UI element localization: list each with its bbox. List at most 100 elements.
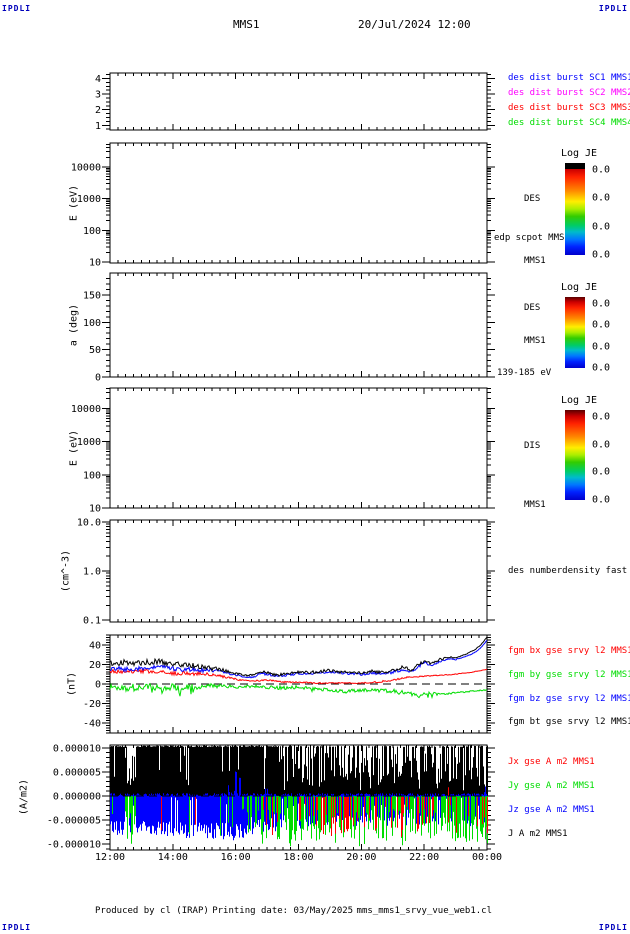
footer: Produced by cl (IRAP) Printing date: 03/… [95, 906, 492, 916]
y-tick-label: 0 [95, 373, 101, 384]
side-label: Jz gse A m2 MMS1 [508, 805, 595, 815]
colorbar-tick-label: 0.0 [592, 298, 611, 310]
density-panel: 0.1 1.0 10.0 [77, 517, 495, 627]
footer-filename: mms_mms1_srvy_vue_web1.cl [356, 906, 492, 916]
y-tick-label: -40 [83, 719, 101, 730]
des-espec-panel: 10 100 1000 10000 [71, 142, 495, 269]
colorbar [565, 410, 585, 500]
side-label: des dist burst SC3 MMS3 [508, 103, 630, 113]
side-label: fgm by gse srvy l2 MMS1 [508, 670, 630, 680]
side-label: Jy gse A m2 MMS1 [508, 781, 595, 791]
side-label: Jx gse A m2 MMS1 [508, 757, 595, 767]
y-tick-label: 10 [89, 258, 101, 269]
y-tick-label: 40 [89, 640, 101, 651]
side-label: MMS1 [524, 336, 546, 346]
y-axis-unit-label: (cm^-3) [60, 549, 72, 593]
y-tick-label: 2 [95, 105, 101, 116]
dis-espec-panel: 10 100 1000 10000 [71, 387, 495, 515]
y-tick-label: 100 [83, 226, 101, 237]
side-label: fgm bx gse srvy l2 MMS1 [508, 646, 630, 656]
side-label: fgm bt gse srvy l2 MMS1 [508, 717, 630, 727]
side-label: des dist burst SC2 MMS2 [508, 88, 630, 98]
y-axis-unit-label: E (eV) [68, 184, 80, 222]
footer-printing-date: Printing date: 03/May/2025 [212, 906, 354, 916]
side-label: edp scpot MMS1 [494, 233, 570, 243]
colorbar-title: Log JE [560, 395, 598, 406]
y-tick-label: 100 [83, 470, 101, 481]
y-axis-unit-label: E (eV) [68, 429, 80, 467]
colorbar-tick-label: 0.0 [592, 221, 611, 233]
side-label: des dist burst SC1 MMS1 [508, 73, 630, 83]
x-tick-label: 18:00 [283, 852, 314, 863]
colorbar-tick-label: 0.0 [592, 249, 611, 261]
side-label: J A m2 MMS1 [508, 829, 568, 839]
y-tick-label: 50 [89, 345, 101, 356]
watermark-bottom-right: IPDLI [598, 923, 628, 932]
x-tick-label: 16:00 [220, 852, 251, 863]
side-label: DES [524, 194, 541, 204]
colorbar-tick-label: 0.0 [592, 494, 611, 506]
y-tick-label: 1000 [77, 194, 101, 205]
footer-produced-by: Produced by cl (IRAP) [95, 906, 209, 916]
side-label: MMS1 [524, 500, 546, 510]
colorbar-tick-label: 0.0 [592, 466, 611, 478]
y-tick-label: 150 [83, 290, 101, 301]
bt-trace [110, 636, 488, 677]
side-label: MMS1 [524, 256, 546, 266]
y-tick-label: 0 [95, 680, 101, 691]
plot-datetime: 20/Jul/2024 12:00 [358, 18, 471, 31]
y-tick-label: -0.000005 [47, 816, 101, 827]
side-label: des numberdensity fast M [508, 566, 630, 576]
colorbar-tick-label: 0.0 [592, 164, 611, 176]
colorbar-title: Log JE [560, 282, 598, 293]
y-tick-label: 0.000005 [53, 767, 101, 778]
side-label: 139-185 eV [497, 368, 552, 378]
watermark-top-right: IPDLI [598, 4, 628, 13]
y-tick-label: 100 [83, 318, 101, 329]
watermark-top-left: IPDLI [2, 4, 32, 13]
colorbar-tick-label: 0.0 [592, 341, 611, 353]
y-tick-label: -0.000010 [47, 840, 101, 851]
side-label: DES [524, 303, 541, 313]
j-total-trace [161, 787, 488, 837]
jx-trace [110, 745, 488, 797]
colorbar-cap [565, 163, 585, 169]
y-tick-label: 1 [95, 121, 101, 132]
colorbar-tick-label: 0.0 [592, 192, 611, 204]
y-tick-label: 10 [89, 504, 101, 515]
x-tick-label: 14:00 [157, 852, 188, 863]
y-tick-label: 0.1 [83, 616, 101, 627]
bz-trace [109, 640, 488, 679]
y-tick-label: 10000 [71, 404, 101, 415]
y-tick-label: 0.000010 [53, 743, 101, 754]
y-tick-label: 1.0 [83, 567, 101, 578]
spacecraft-panel: 1 2 3 4 [95, 72, 495, 132]
x-tick-label: 20:00 [346, 852, 377, 863]
y-axis-unit-label: a (deg) [68, 303, 80, 347]
page-title: MMS1 [233, 18, 260, 31]
colorbar-title: Log JE [560, 148, 598, 159]
fgm-panel: -40 -20 0 20 40 [83, 634, 495, 734]
side-label: DIS [524, 441, 541, 451]
y-tick-label: 3 [95, 90, 101, 101]
x-tick-label: 00:00 [471, 852, 503, 863]
y-axis-unit-label: (A/m2) [18, 778, 30, 816]
y-tick-label: 20 [89, 660, 101, 671]
x-tick-label: 22:00 [409, 852, 440, 863]
y-tick-label: 0.000000 [53, 792, 101, 803]
colorbar-tick-label: 0.0 [592, 362, 611, 374]
colorbar [565, 163, 585, 255]
bx-trace [109, 668, 488, 685]
y-axis-unit-label: (nT) [66, 671, 78, 697]
y-tick-label: 10000 [71, 162, 101, 173]
current-panel: -0.000010 -0.000005 0.000000 0.000005 0.0000… [47, 743, 495, 851]
colorbar-tick-label: 0.0 [592, 319, 611, 331]
y-tick-label: 10.0 [77, 517, 101, 528]
y-tick-label: 1000 [77, 437, 101, 448]
y-tick-label: -20 [83, 699, 101, 710]
y-tick-label: 4 [95, 74, 101, 85]
colorbar-tick-label: 0.0 [592, 439, 611, 451]
